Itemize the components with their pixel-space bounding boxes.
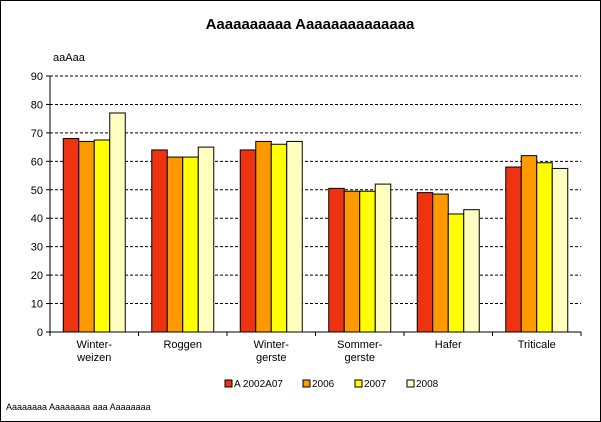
bar-1-5	[416, 192, 434, 333]
bar-2-5	[432, 193, 449, 333]
bar-2-1	[78, 140, 95, 333]
bar-1-6	[505, 166, 522, 333]
bar-1-1	[62, 138, 80, 333]
x-category-label: Roggen	[163, 339, 202, 351]
bar-3-3	[270, 143, 288, 333]
bar-3-2	[182, 156, 199, 333]
y-tick-label: 10	[31, 299, 43, 311]
bar-3-5	[447, 213, 465, 333]
bar-4-3	[286, 140, 303, 333]
bar-4-1	[109, 112, 126, 333]
y-axis-unit: aaAaa	[53, 52, 86, 64]
bar-2-4	[343, 190, 361, 333]
legend-swatch	[406, 379, 415, 388]
x-category-label: gerste	[344, 352, 375, 364]
legend-label: 2006	[312, 379, 335, 390]
bar-3-1	[93, 139, 111, 333]
footnote: Aaaaaaaa Aaaaaaaa aaa Aaaaaaaa	[6, 402, 151, 412]
legend-swatch	[224, 379, 233, 388]
y-tick-label: 60	[31, 156, 43, 168]
bar-4-6	[551, 167, 569, 333]
bar-4-4	[374, 183, 392, 333]
bar-4-5	[463, 209, 480, 333]
y-tick-label: 90	[31, 71, 43, 83]
chart-title: Aaaaaaaaaa Aaaaaaaaaaaaaa	[206, 16, 415, 33]
x-category-label: Triticale	[518, 339, 556, 351]
y-tick-label: 50	[31, 185, 43, 197]
bar-2-2	[166, 156, 184, 333]
bar-3-4	[359, 190, 376, 333]
bar-2-3	[255, 140, 272, 333]
bar-3-6	[536, 162, 553, 333]
bar-2-6	[520, 155, 538, 333]
legend-label: 2007	[364, 379, 387, 390]
y-tick-label: 0	[37, 327, 43, 339]
x-category-label: Sommer-	[337, 339, 383, 351]
y-tick-label: 20	[31, 270, 43, 282]
bar-4-2	[197, 146, 215, 333]
legend-swatch	[354, 379, 363, 388]
x-category-label: gerste	[256, 352, 287, 364]
legend-label: A 2002A07	[234, 379, 283, 390]
legend-label: 2008	[416, 379, 439, 390]
x-category-label: Winter-	[77, 339, 113, 351]
bar-1-3	[239, 149, 257, 333]
legend-swatch	[302, 379, 311, 388]
x-category-label: Winter-	[254, 339, 290, 351]
y-tick-label: 40	[31, 213, 43, 225]
bar-1-2	[151, 149, 168, 333]
x-category-label: weizen	[76, 352, 111, 364]
y-tick-label: 70	[31, 128, 43, 140]
y-tick-label: 30	[31, 242, 43, 254]
bar-1-4	[328, 187, 345, 333]
x-category-label: Hafer	[435, 339, 462, 351]
y-tick-label: 80	[31, 99, 43, 111]
